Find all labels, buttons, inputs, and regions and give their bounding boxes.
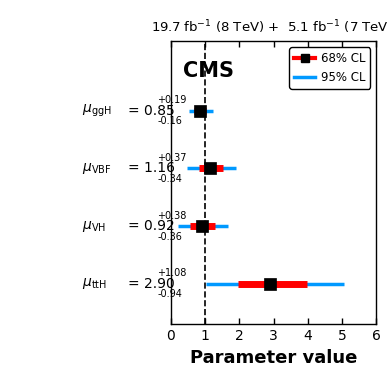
Text: = 0.85: = 0.85	[128, 104, 174, 118]
Text: -0.34: -0.34	[158, 174, 182, 184]
X-axis label: Parameter value: Parameter value	[190, 349, 357, 367]
Text: +0.38: +0.38	[158, 211, 187, 221]
Text: 19.7 fb$^{-1}$ (8 TeV) +  5.1 fb$^{-1}$ (7 TeV): 19.7 fb$^{-1}$ (8 TeV) + 5.1 fb$^{-1}$ (…	[151, 19, 388, 37]
Text: = 0.92: = 0.92	[128, 219, 174, 233]
Text: +0.19: +0.19	[158, 95, 187, 105]
Text: +0.37: +0.37	[158, 153, 187, 163]
Text: = 2.90: = 2.90	[128, 277, 174, 291]
Legend: 68% CL, 95% CL: 68% CL, 95% CL	[289, 48, 371, 89]
Text: -0.16: -0.16	[158, 116, 182, 126]
Text: $\mu_{\mathregular{VH}}$: $\mu_{\mathregular{VH}}$	[82, 219, 106, 234]
Text: $\mu_{\mathregular{ggH}}$: $\mu_{\mathregular{ggH}}$	[82, 103, 112, 119]
Text: -0.36: -0.36	[158, 231, 182, 242]
Text: CMS: CMS	[183, 61, 234, 81]
Text: $\mu_{\mathregular{VBF}}$: $\mu_{\mathregular{VBF}}$	[82, 161, 112, 176]
Text: $\mu_{\mathregular{ttH}}$: $\mu_{\mathregular{ttH}}$	[82, 276, 107, 291]
Text: -0.94: -0.94	[158, 289, 182, 299]
Text: +1.08: +1.08	[158, 268, 187, 279]
Text: = 1.16: = 1.16	[128, 161, 175, 175]
